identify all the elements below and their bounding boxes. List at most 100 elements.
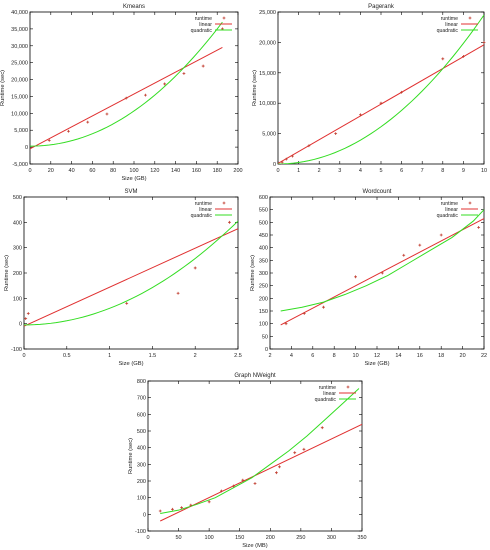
y-tick-label: 350: [259, 258, 268, 264]
x-tick-label: 160: [192, 168, 201, 174]
y-axis-label: Runtime (sec): [0, 70, 6, 106]
runtime-point: [482, 41, 486, 44]
y-tick-label: 100: [13, 296, 22, 302]
y-tick-label: 10,000: [259, 101, 276, 107]
x-tick-label: 1.5: [149, 353, 157, 359]
x-tick-label: 300: [327, 535, 336, 541]
runtime-point: [462, 54, 465, 58]
runtime-point: [302, 312, 306, 315]
y-tick-label: 300: [137, 462, 146, 468]
y-tick-label: 0: [25, 145, 28, 151]
x-tick-label: 50: [176, 535, 182, 541]
runtime-point: [320, 426, 324, 430]
x-tick-label: 40: [69, 168, 75, 174]
runtime-point: [86, 120, 90, 124]
x-axis-label: Size (GB): [121, 176, 146, 182]
runtime-point: [189, 503, 193, 507]
x-tick-label: 180: [213, 168, 222, 174]
runtime-point: [228, 220, 231, 224]
legend-label: linear: [445, 207, 458, 213]
x-tick-label: 5: [379, 168, 382, 174]
x-tick-label: 12: [374, 353, 380, 359]
y-tick-label: 600: [259, 195, 268, 201]
runtime-point: [354, 275, 357, 279]
x-tick-label: 3: [338, 168, 341, 174]
y-tick-label: 200: [13, 271, 22, 277]
x-tick-label: 10: [353, 353, 359, 359]
plot-frame: [269, 196, 485, 350]
y-tick-label: 800: [137, 379, 146, 385]
x-tick-label: 2.5: [234, 353, 242, 359]
runtime-point: [334, 132, 338, 135]
y-tick-label: 550: [259, 208, 268, 214]
plot-frame: [23, 196, 239, 350]
runtime-point: [241, 478, 245, 482]
runtime-point: [379, 101, 383, 105]
y-tick-label: 200: [259, 296, 268, 302]
x-tick-label: 80: [110, 168, 116, 174]
runtime-point: [302, 447, 306, 451]
y-tick-label: 500: [259, 220, 268, 226]
chart-panel-2: Pagerank 0 1 2 3 4 5 6 7 8 9 10 0 5,000 10,000 15,000 20…: [252, 4, 487, 174]
linear-fit-line: [24, 228, 238, 327]
y-tick-label: 500: [137, 429, 146, 435]
x-tick-label: 14: [395, 353, 401, 359]
legend-marker-runtime: [222, 201, 226, 205]
legend-label: runtime: [441, 16, 458, 22]
runtime-point: [125, 302, 129, 305]
runtime-point: [402, 253, 406, 257]
runtime-point: [418, 243, 422, 247]
x-tick-label: 2: [318, 168, 321, 174]
x-tick-label: 0: [22, 353, 25, 359]
x-tick-label: 2: [194, 353, 197, 359]
x-tick-label: 200: [266, 535, 275, 541]
runtime-point: [47, 138, 51, 142]
legend-marker-runtime: [222, 16, 226, 20]
x-tick-label: 0: [28, 168, 31, 174]
y-tick-label: 0: [273, 162, 276, 168]
x-tick-label: 22: [481, 353, 487, 359]
legend-label: quadratic: [437, 28, 459, 34]
x-tick-label: 0: [146, 535, 149, 541]
runtime-point: [291, 154, 294, 158]
y-tick-label: 15,000: [259, 71, 276, 77]
runtime-point: [158, 509, 162, 513]
runtime-point: [219, 489, 223, 493]
legend-label: quadratic: [315, 397, 337, 403]
y-tick-label: 200: [137, 479, 146, 485]
runtime-point: [201, 64, 205, 68]
x-tick-label: 100: [205, 535, 214, 541]
runtime-point: [232, 484, 235, 488]
y-tick-label: 10,000: [11, 111, 28, 117]
legend-marker-runtime: [468, 201, 472, 205]
x-tick-label: 16: [417, 353, 423, 359]
legend-marker-runtime: [468, 16, 472, 20]
runtime-point: [26, 312, 30, 315]
runtime-point: [284, 322, 288, 326]
y-tick-label: 450: [259, 233, 268, 239]
runtime-point: [171, 507, 174, 511]
y-axis-label: Runtime (sec): [128, 438, 134, 474]
x-tick-label: 2: [268, 353, 271, 359]
chart-panel-4: Wordcount 2 4 6 8 10 12 14 16 18 20 22 0 50 100 150 200 2…: [250, 189, 487, 367]
x-tick-label: 150: [235, 535, 244, 541]
x-tick-label: 100: [129, 168, 138, 174]
y-tick-label: 20,000: [259, 40, 276, 46]
x-tick-label: 8: [441, 168, 444, 174]
runtime-point: [275, 471, 278, 475]
plot-frame: [277, 11, 485, 165]
y-tick-label: 35,000: [11, 27, 28, 33]
runtime-point: [359, 113, 362, 117]
y-tick-label: 25,000: [11, 61, 28, 67]
legend-label: linear: [445, 22, 458, 28]
y-tick-label: 5,000: [14, 128, 28, 134]
x-axis-label: Size (GB): [364, 361, 389, 367]
runtime-point: [278, 465, 281, 469]
y-tick-label: 20,000: [11, 78, 28, 84]
legend-label: linear: [323, 391, 336, 397]
y-tick-label: 100: [137, 496, 146, 502]
x-tick-label: 350: [357, 535, 366, 541]
legend-label: runtime: [441, 201, 458, 207]
runtime-point: [207, 500, 211, 504]
